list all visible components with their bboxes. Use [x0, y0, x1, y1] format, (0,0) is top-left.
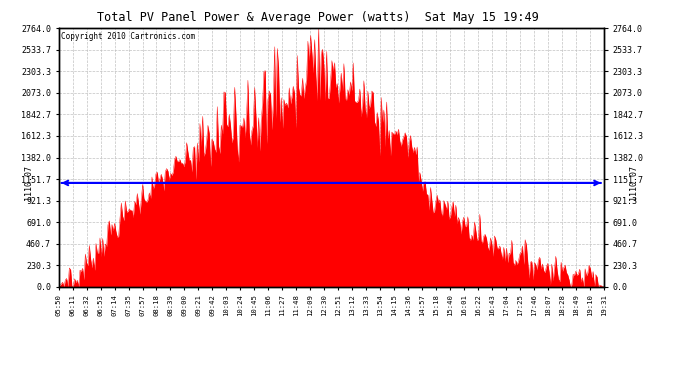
Text: Copyright 2010 Cartronics.com: Copyright 2010 Cartronics.com: [61, 32, 195, 41]
Text: 1110.07: 1110.07: [629, 165, 638, 201]
Text: 1110.07: 1110.07: [24, 165, 33, 201]
Text: Total PV Panel Power & Average Power (watts)  Sat May 15 19:49: Total PV Panel Power & Average Power (wa…: [97, 11, 538, 24]
